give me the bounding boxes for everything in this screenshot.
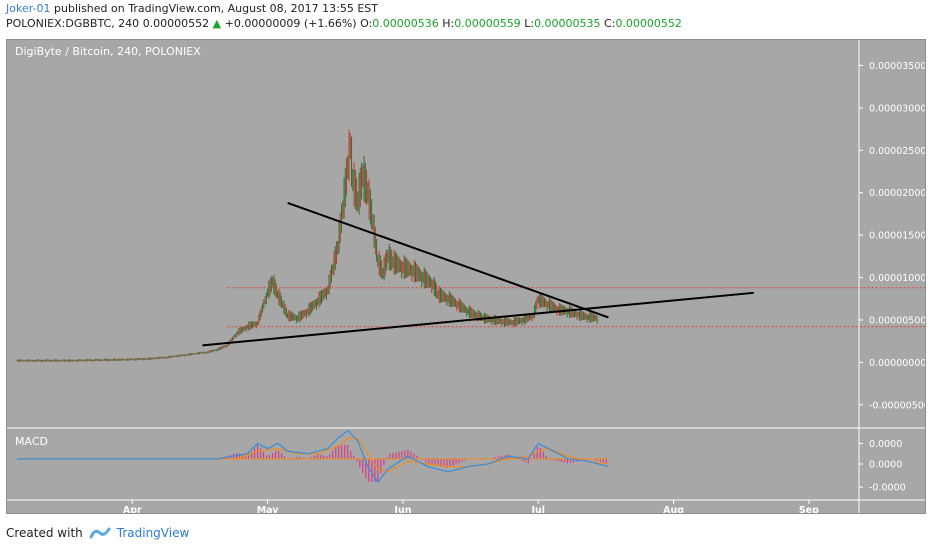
time-tick-label: Aug xyxy=(663,505,684,513)
price-change: +0.00000009 (+1.66%) xyxy=(224,17,357,30)
close-label: C: xyxy=(604,17,616,30)
symbol-label: POLONIEX:DGBBTC, 240 xyxy=(6,17,140,30)
macd-tick-label: 0.0000 xyxy=(869,439,902,450)
author-link[interactable]: Joker-01 xyxy=(6,2,51,15)
price-tick-label: 0.00001500 xyxy=(869,231,925,242)
price-tick-label: 0.00002000 xyxy=(869,188,925,199)
last-price: 0.00000552 xyxy=(142,17,210,30)
time-tick-label: Apr xyxy=(123,505,142,513)
up-arrow-icon: ▲ xyxy=(212,17,222,30)
tradingview-brand[interactable]: TradingView xyxy=(116,526,190,540)
tradingview-logo-icon xyxy=(89,527,111,539)
price-tick-label: 0.00000000 xyxy=(869,358,925,369)
chart-title: DigiByte / Bitcoin, 240, POLONIEX xyxy=(15,45,201,58)
chart-canvas[interactable]: 0.00003500 0.00003000 0.00002500 0.00002000… xyxy=(7,40,925,513)
close-value: 0.00000552 xyxy=(615,17,682,30)
price-tick-label: -0.00000500 xyxy=(869,400,925,411)
macd-title: MACD xyxy=(15,435,48,448)
macd-signal-line xyxy=(17,437,609,473)
price-tick-label: 0.00001000 xyxy=(869,273,925,284)
publish-header: Joker-01 published on TradingView.com, A… xyxy=(6,2,378,15)
price-tick-label: 0.00003000 xyxy=(869,103,925,114)
symbol-header: POLONIEX:DGBBTC, 240 0.00000552 ▲ +0.000… xyxy=(6,17,682,30)
time-tick-label: May xyxy=(257,505,280,513)
time-tick-label: Jun xyxy=(393,505,411,513)
low-label: L: xyxy=(524,17,535,30)
created-with-label: Created with xyxy=(6,526,83,540)
publish-info: published on TradingView.com, August 08,… xyxy=(54,2,378,15)
price-series xyxy=(16,129,598,362)
time-tick-label: Sep xyxy=(799,505,819,513)
macd-tick-label: -0.0000 xyxy=(869,483,906,494)
price-tick-label: 0.00003500 xyxy=(869,61,925,72)
macd-tick-label: 0.0000 xyxy=(869,460,902,471)
chart-panel[interactable]: 0.00003500 0.00003000 0.00002500 0.00002000… xyxy=(6,39,926,514)
footer: Created with TradingView xyxy=(6,526,189,540)
time-tick-label: Jul xyxy=(530,505,545,513)
price-tick-label: 0.00000500 xyxy=(869,315,925,326)
price-tick-label: 0.00002500 xyxy=(869,146,925,157)
open-label: O: xyxy=(360,17,373,30)
macd-line xyxy=(17,429,609,484)
trendline xyxy=(287,201,609,319)
open-value: 0.00000536 xyxy=(372,17,439,30)
low-value: 0.00000535 xyxy=(534,17,601,30)
high-value: 0.00000559 xyxy=(454,17,521,30)
high-label: H: xyxy=(442,17,455,30)
trendline xyxy=(202,291,754,347)
